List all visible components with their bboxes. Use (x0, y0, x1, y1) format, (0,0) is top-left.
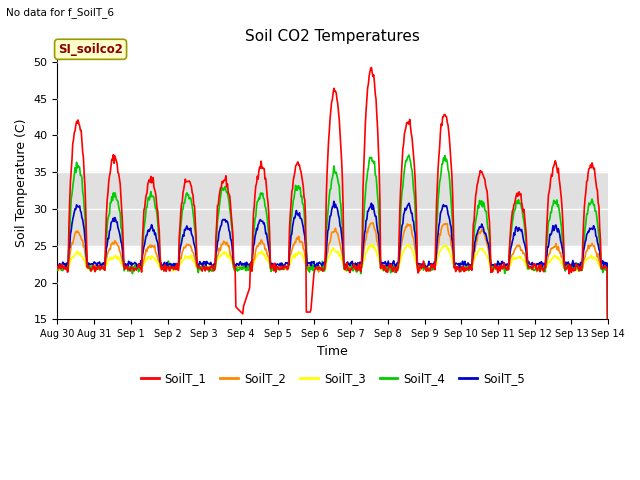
Text: SI_soilco2: SI_soilco2 (58, 43, 123, 56)
X-axis label: Time: Time (317, 345, 348, 358)
Y-axis label: Soil Temperature (C): Soil Temperature (C) (15, 119, 28, 247)
Legend: SoilT_1, SoilT_2, SoilT_3, SoilT_4, SoilT_5: SoilT_1, SoilT_2, SoilT_3, SoilT_4, Soil… (136, 367, 529, 390)
Text: No data for f_SoilT_6: No data for f_SoilT_6 (6, 7, 115, 18)
Title: Soil CO2 Temperatures: Soil CO2 Temperatures (245, 29, 420, 44)
Bar (58, 172, 608, 246)
